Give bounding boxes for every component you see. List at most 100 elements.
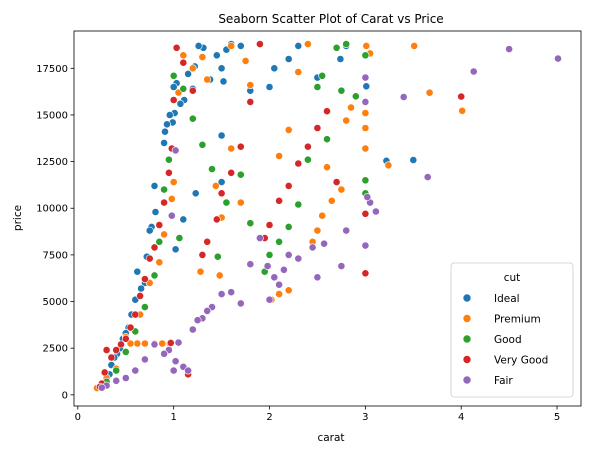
data-point xyxy=(179,51,188,60)
data-point xyxy=(361,109,370,117)
data-point xyxy=(184,70,192,78)
y-tick-label: 15000 xyxy=(36,110,68,121)
data-point xyxy=(246,260,255,269)
data-point xyxy=(265,295,274,304)
data-point xyxy=(361,269,370,278)
data-point xyxy=(167,211,176,220)
data-point xyxy=(203,306,212,315)
data-point xyxy=(184,366,192,375)
data-point xyxy=(217,64,226,73)
data-point xyxy=(203,75,212,84)
data-point xyxy=(458,106,467,115)
data-point xyxy=(169,366,178,375)
data-point xyxy=(126,323,135,332)
data-point xyxy=(284,286,293,295)
data-point xyxy=(198,53,207,61)
data-point xyxy=(410,42,419,50)
data-point xyxy=(140,275,149,283)
data-point xyxy=(196,267,205,276)
data-point xyxy=(351,92,360,101)
legend-label: Good xyxy=(494,334,522,346)
data-point xyxy=(275,237,283,246)
data-point xyxy=(371,207,380,216)
data-point xyxy=(160,138,168,147)
data-point xyxy=(150,340,159,349)
data-point xyxy=(169,83,178,91)
data-point xyxy=(332,178,341,186)
data-point xyxy=(150,271,159,280)
data-point xyxy=(275,290,283,298)
data-point xyxy=(150,243,159,252)
data-point xyxy=(265,221,274,229)
data-point xyxy=(188,64,197,73)
x-tick-label: 5 xyxy=(554,412,560,423)
data-point xyxy=(284,181,293,190)
data-point xyxy=(194,42,203,50)
data-point xyxy=(275,152,283,160)
data-point xyxy=(164,155,173,164)
data-point xyxy=(363,193,372,201)
legend-label: Premium xyxy=(494,314,541,326)
data-point xyxy=(97,383,106,392)
data-point xyxy=(160,230,168,239)
x-axis-label: carat xyxy=(317,432,344,444)
legend-box xyxy=(450,262,574,398)
y-tick-label: 7500 xyxy=(43,250,68,261)
data-point xyxy=(265,83,274,91)
legend-items: Ideal Premium Good Very Good Fair xyxy=(462,293,548,387)
data-point xyxy=(217,131,226,140)
data-point xyxy=(131,366,140,375)
data-point xyxy=(100,368,109,377)
data-point xyxy=(169,178,178,186)
data-point xyxy=(265,250,274,259)
data-point xyxy=(505,45,513,53)
data-point xyxy=(361,209,370,218)
legend: cut Ideal Premium Good Very Good Fair xyxy=(450,262,574,398)
data-point xyxy=(320,239,328,248)
data-point xyxy=(284,250,293,259)
data-point xyxy=(212,215,221,224)
data-point xyxy=(554,54,562,63)
data-point xyxy=(361,73,370,82)
data-point xyxy=(217,178,226,186)
data-point xyxy=(160,185,168,194)
data-point xyxy=(409,156,418,164)
data-point xyxy=(255,234,264,242)
data-point xyxy=(145,254,154,263)
data-point xyxy=(208,165,216,173)
data-point xyxy=(198,250,207,259)
data-point xyxy=(270,273,279,282)
data-point xyxy=(342,116,351,125)
data-point xyxy=(361,51,370,60)
data-point xyxy=(399,93,408,101)
data-point xyxy=(160,349,168,358)
data-point xyxy=(246,98,255,106)
data-point xyxy=(140,355,149,364)
data-point xyxy=(284,55,293,63)
data-point xyxy=(294,200,303,209)
data-point xyxy=(160,198,168,207)
data-point xyxy=(362,42,371,50)
data-point xyxy=(457,92,466,101)
data-point xyxy=(217,189,226,198)
data-point xyxy=(425,88,434,97)
data-point xyxy=(174,338,183,347)
data-point xyxy=(227,144,236,153)
data-point xyxy=(236,170,245,179)
data-point xyxy=(137,284,145,293)
data-point xyxy=(236,142,245,151)
data-point xyxy=(236,198,245,207)
y-axis: 0 2500 5000 7500 10000 12500 15000 17500 xyxy=(36,64,74,401)
data-point xyxy=(188,86,197,95)
data-point xyxy=(342,226,351,235)
legend-marker xyxy=(462,293,472,303)
data-point xyxy=(188,325,197,334)
data-point xyxy=(175,234,184,242)
data-point xyxy=(213,252,222,261)
data-point xyxy=(171,357,180,366)
data-point xyxy=(323,163,331,172)
legend-marker xyxy=(462,375,472,385)
data-point xyxy=(361,241,370,250)
data-point xyxy=(423,173,432,181)
legend-title: cut xyxy=(504,272,521,284)
